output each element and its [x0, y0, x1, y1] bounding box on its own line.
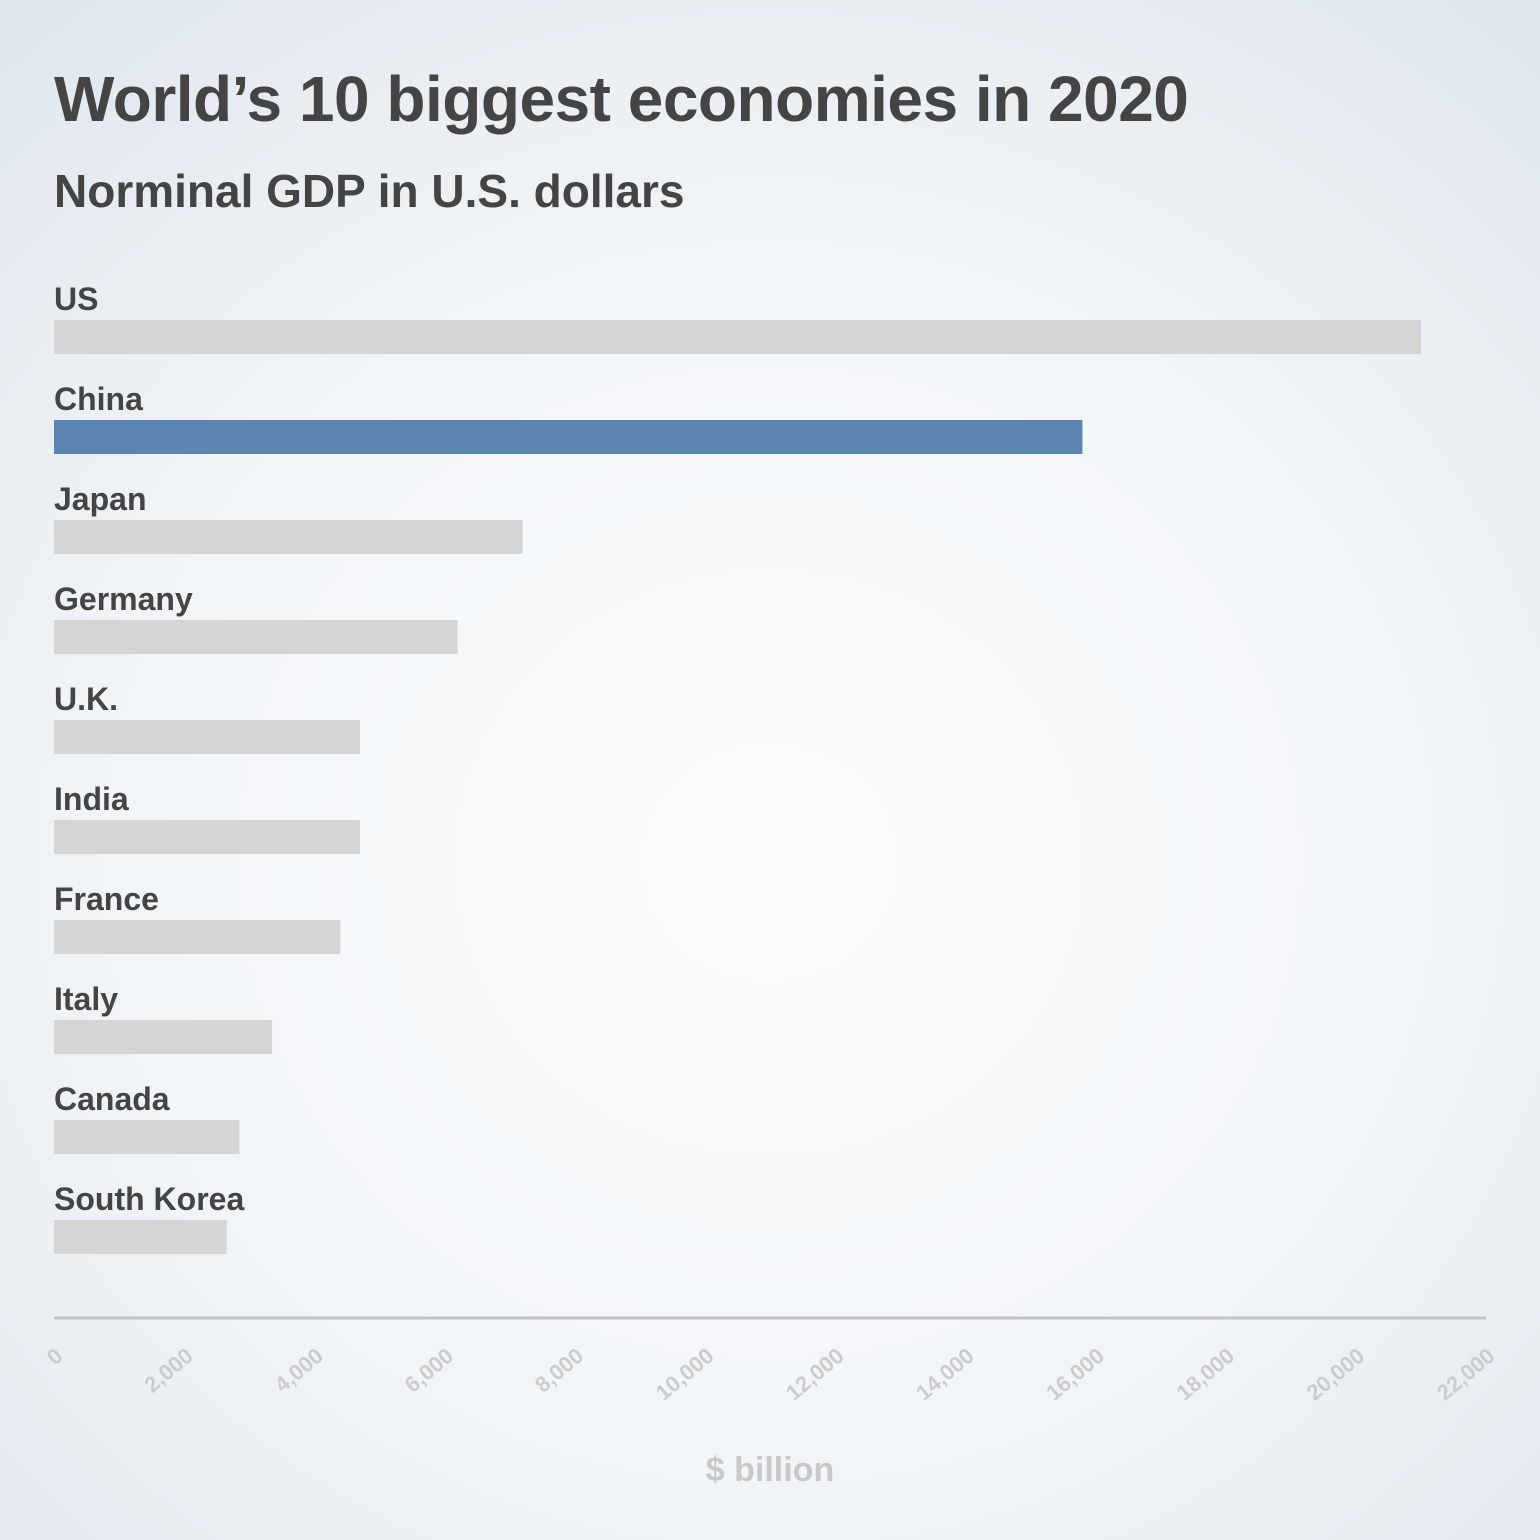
x-axis-label: $ billion	[706, 1451, 834, 1489]
x-tick-label: 12,000	[781, 1343, 849, 1405]
bar-canada	[54, 1120, 240, 1154]
x-tick-label: 4,000	[270, 1343, 328, 1398]
category-labels: US China Japan Germany U.K. India France Italy C…	[54, 281, 244, 1217]
x-tick-label: 22,000	[1432, 1343, 1500, 1405]
bar-south-korea	[54, 1220, 227, 1254]
category-label-canada: Canada	[54, 1081, 170, 1117]
category-label-india: India	[54, 781, 129, 817]
bar-india	[54, 820, 360, 854]
x-tick-label: 2,000	[139, 1343, 197, 1398]
category-label-south-korea: South Korea	[54, 1181, 244, 1217]
category-label-germany: Germany	[54, 581, 193, 617]
chart-subtitle: Norminal GDP in U.S. dollars	[54, 165, 685, 217]
x-tick-label: 18,000	[1172, 1343, 1240, 1405]
bar-us	[54, 320, 1421, 354]
category-label-u-k: U.K.	[54, 681, 118, 717]
category-label-italy: Italy	[54, 981, 118, 1017]
x-tick-label: 20,000	[1302, 1343, 1370, 1405]
bars-layer	[54, 320, 1421, 1254]
category-label-china: China	[54, 381, 143, 417]
bar-italy	[54, 1020, 273, 1054]
x-tick-label: 14,000	[911, 1343, 979, 1405]
bar-china	[54, 420, 1083, 454]
x-tick-label: 6,000	[400, 1343, 458, 1398]
x-tick-labels: 0 2,000 4,000 6,000 8,000 10,000 12,000 14,000 1…	[42, 1343, 1499, 1405]
x-tick-label: 8,000	[530, 1343, 588, 1398]
x-tick-label: 0	[42, 1343, 67, 1370]
category-label-japan: Japan	[54, 481, 146, 517]
x-tick-label: 16,000	[1041, 1343, 1109, 1405]
bar-france	[54, 920, 341, 954]
category-label-france: France	[54, 881, 159, 917]
bar-japan	[54, 520, 523, 554]
x-tick-label: 10,000	[651, 1343, 719, 1405]
chart-title: World’s 10 biggest economies in 2020	[54, 63, 1189, 135]
bar-u-k	[54, 720, 360, 754]
category-label-us: US	[54, 281, 98, 317]
bar-germany	[54, 620, 458, 654]
